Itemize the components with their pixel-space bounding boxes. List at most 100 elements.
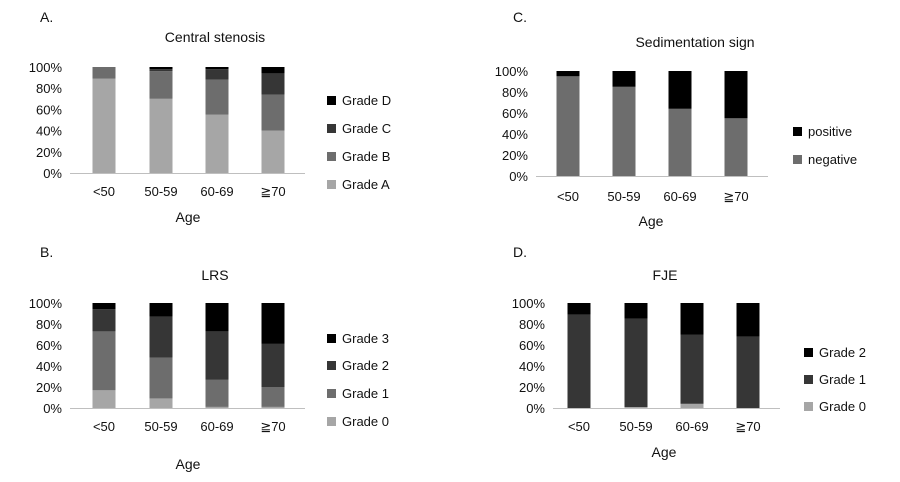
bar-segment-grade-1 [92, 331, 116, 391]
legend-label: Grade 1 [819, 372, 866, 387]
y-tick-label: 80% [519, 317, 545, 332]
bar-segment-grade-0 [680, 403, 704, 408]
bar-segment-grade-c [261, 73, 285, 95]
y-tick-label: 60% [502, 106, 528, 121]
y-tick-label: 0% [43, 401, 62, 416]
y-tick-label: 80% [36, 317, 62, 332]
legend-swatch [327, 389, 336, 398]
bar-segment-grade-0 [261, 406, 285, 408]
bar-segment-positive [724, 71, 748, 119]
chart-panel-4: D. FJE 0% 20% 40% 60% 80% 100% <50 50-59 60-69 ≧70 A… [512, 244, 866, 460]
bar-segment-grade-1 [680, 334, 704, 404]
legend-swatch [327, 96, 336, 105]
bar-segment-grade-2 [149, 316, 173, 358]
legend-swatch [327, 152, 336, 161]
bar-segment-grade-c [149, 69, 173, 72]
y-tick-label: 0% [43, 166, 62, 181]
y-tick-label: 100% [512, 296, 546, 311]
bar-segment-grade-a [205, 114, 229, 173]
bar-segment-grade-1 [149, 357, 173, 399]
bar-segment-grade-2 [205, 331, 229, 380]
legend-swatch [804, 375, 813, 384]
bar-segment-grade-b [92, 67, 116, 79]
bar-segment-grade-3 [261, 303, 285, 344]
x-tick-label: 60-69 [200, 184, 233, 199]
legend-label: Grade 0 [342, 414, 389, 429]
x-tick-label: 60-69 [663, 189, 696, 204]
bar-segment-grade-3 [149, 303, 173, 317]
bar-segment-negative [612, 86, 636, 177]
x-tick-label: ≧70 [735, 419, 760, 434]
legend-swatch [327, 417, 336, 426]
bar-segment-grade-1 [205, 379, 229, 407]
bar-segment-grade-0 [149, 398, 173, 408]
legend-label: Grade 1 [342, 386, 389, 401]
bar-segment-grade-0 [624, 406, 648, 408]
x-tick-label: 50-59 [144, 184, 177, 199]
panel-letter: A. [40, 9, 53, 25]
chart-title: LRS [201, 267, 228, 283]
y-tick-label: 20% [502, 148, 528, 163]
bar-segment-positive [668, 71, 692, 109]
y-tick-label: 20% [519, 380, 545, 395]
x-tick-label: 60-69 [200, 419, 233, 434]
bar-segment-negative [724, 118, 748, 177]
chart-panel-3: C. Sedimentation sign 0% 20% 40% 60% 80% 100% <5… [495, 9, 857, 229]
bar-segment-negative [556, 76, 580, 177]
bar-segment-grade-0 [205, 406, 229, 408]
bar-segment-grade-a [92, 78, 116, 173]
x-tick-label: <50 [93, 419, 115, 434]
bar-segment-grade-3 [92, 303, 116, 310]
x-tick-label: 50-59 [144, 419, 177, 434]
bar-segment-grade-c [205, 69, 229, 80]
panel-letter: B. [40, 244, 53, 260]
panel-letter: D. [513, 244, 527, 260]
x-tick-label: <50 [93, 184, 115, 199]
legend-swatch [804, 348, 813, 357]
legend-label: Grade A [342, 177, 390, 192]
x-tick-label: ≧70 [260, 419, 285, 434]
legend-swatch [327, 334, 336, 343]
y-tick-label: 100% [29, 60, 63, 75]
y-tick-label: 100% [29, 296, 63, 311]
y-tick-label: 40% [36, 359, 62, 374]
legend-label: Grade B [342, 149, 390, 164]
bar-segment-grade-b [205, 79, 229, 115]
legend-label: Grade 2 [342, 358, 389, 373]
bar-segment-grade-2 [680, 303, 704, 335]
chart-panel-2: B. LRS 0% 20% 40% 60% 80% 100% <50 50-59 60-69 ≧70 A… [29, 244, 389, 472]
x-tick-label: 60-69 [675, 419, 708, 434]
legend-swatch [793, 127, 802, 136]
legend-label: positive [808, 124, 852, 139]
legend-label: Grade D [342, 93, 391, 108]
legend-label: Grade C [342, 121, 391, 136]
bar-segment-grade-1 [261, 387, 285, 407]
bar-segment-grade-a [149, 98, 173, 173]
bar-segment-grade-1 [624, 318, 648, 407]
bar-segment-grade-2 [736, 303, 760, 337]
legend-label: Grade 3 [342, 331, 389, 346]
x-axis-label: Age [176, 209, 201, 225]
legend-swatch [804, 402, 813, 411]
y-tick-label: 80% [36, 81, 62, 96]
bar-segment-grade-2 [567, 303, 591, 315]
x-axis-label: Age [652, 444, 677, 460]
bar-segment-grade-d [149, 67, 173, 70]
y-tick-label: 20% [36, 145, 62, 160]
bar-segment-grade-b [261, 94, 285, 131]
y-tick-label: 60% [519, 338, 545, 353]
y-tick-label: 60% [36, 338, 62, 353]
legend-swatch [327, 361, 336, 370]
legend-label: Grade 0 [819, 399, 866, 414]
x-tick-label: <50 [568, 419, 590, 434]
x-tick-label: 50-59 [619, 419, 652, 434]
y-tick-label: 40% [36, 124, 62, 139]
y-tick-label: 60% [36, 102, 62, 117]
bar-segment-grade-d [205, 67, 229, 70]
chart-title: Sedimentation sign [635, 34, 754, 50]
bar-segment-grade-0 [92, 390, 116, 408]
y-tick-label: 0% [509, 169, 528, 184]
bar-segment-grade-1 [567, 314, 591, 408]
chart-title: Central stenosis [165, 29, 265, 45]
